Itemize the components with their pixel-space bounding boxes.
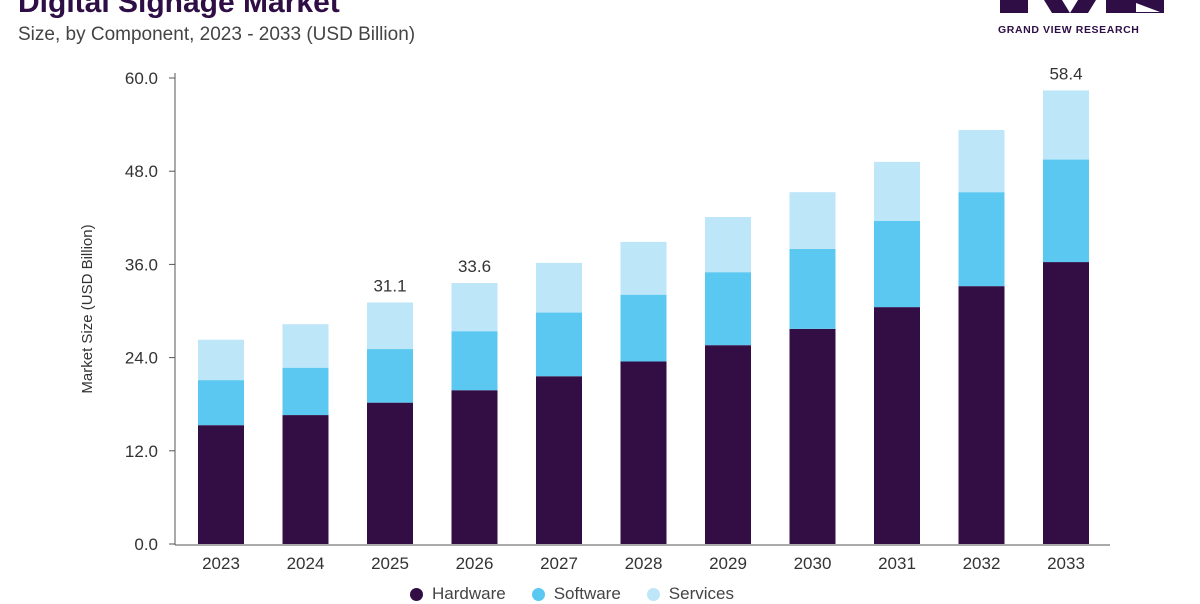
bar-software-2031 [874, 220, 920, 308]
chart-subtitle: Size, by Component, 2023 - 2033 (USD Bil… [18, 24, 416, 45]
bar-software-2029 [705, 272, 751, 346]
bar-hardware-2026 [451, 390, 498, 544]
x-tick-label: 2028 [625, 554, 663, 573]
bar-services-2023 [198, 339, 244, 381]
legend-item-services: Services [646, 584, 734, 604]
legend-swatch-hardware [410, 587, 423, 601]
bar-hardware-2027 [536, 376, 582, 544]
bar-software-2030 [789, 248, 836, 329]
bar-hardware-2029 [705, 345, 751, 544]
y-tick-label: 0.0 [134, 535, 158, 554]
legend-item-hardware: Hardware [410, 584, 506, 604]
data-label-2026: 33.6 [458, 257, 491, 276]
legend-label-software: Software [553, 584, 621, 603]
bar-hardware-2031 [874, 307, 920, 544]
bar-hardware-2024 [282, 415, 329, 544]
x-tick-label: 2025 [371, 554, 409, 573]
x-tick-label: 2031 [878, 554, 916, 573]
y-axis-label: Market Size (USD Billion) [79, 224, 96, 393]
bar-software-2032 [958, 192, 1005, 287]
x-tick-label: 2027 [540, 554, 578, 573]
bar-services-2028 [620, 241, 667, 295]
bar-services-2029 [705, 217, 751, 273]
x-tick-label: 2026 [456, 554, 494, 573]
bar-services-2026 [451, 283, 498, 332]
grand-view-research-logo [1000, 0, 1164, 13]
bar-services-2031 [874, 161, 920, 221]
bar-services-2033 [1043, 90, 1089, 160]
chart-title: Digital Signage Market [18, 0, 340, 19]
y-tick-label: 24.0 [125, 349, 158, 368]
bar-services-2024 [282, 324, 329, 368]
bar-hardware-2025 [367, 402, 413, 544]
data-label-2025: 31.1 [373, 276, 406, 295]
x-tick-label: 2024 [287, 554, 325, 573]
bar-hardware-2030 [789, 328, 836, 544]
y-tick-label: 12.0 [125, 442, 158, 461]
y-tick-label: 36.0 [125, 255, 158, 274]
x-tick-label: 2033 [1047, 554, 1085, 573]
bar-hardware-2032 [958, 286, 1005, 544]
bar-software-2027 [536, 312, 582, 377]
bar-software-2033 [1043, 159, 1089, 263]
chart-legend: Hardware Software Services [410, 584, 734, 604]
legend-label-services: Services [668, 584, 734, 603]
bar-software-2025 [367, 349, 413, 403]
legend-swatch-software [531, 587, 545, 601]
y-tick-label: 48.0 [125, 162, 158, 181]
bar-software-2028 [620, 294, 667, 362]
bar-services-2025 [367, 302, 413, 350]
bar-services-2030 [789, 192, 836, 249]
legend-item-software: Software [531, 584, 621, 604]
y-tick-label: 60.0 [125, 69, 158, 88]
x-tick-label: 2029 [709, 554, 747, 573]
x-tick-label: 2023 [202, 554, 240, 573]
bar-software-2024 [282, 367, 329, 416]
legend-label-hardware: Hardware [432, 584, 506, 603]
logo-text: GRAND VIEW RESEARCH [998, 24, 1140, 36]
data-label-2033: 58.4 [1049, 64, 1082, 83]
bar-hardware-2023 [198, 425, 244, 544]
bar-services-2032 [958, 130, 1005, 193]
bar-hardware-2028 [620, 361, 667, 544]
bar-software-2026 [451, 331, 498, 391]
bar-software-2023 [198, 380, 244, 426]
bar-hardware-2033 [1043, 262, 1089, 544]
x-tick-label: 2032 [963, 554, 1001, 573]
bar-services-2027 [536, 262, 582, 313]
legend-swatch-services [646, 587, 660, 601]
x-tick-label: 2030 [794, 554, 832, 573]
